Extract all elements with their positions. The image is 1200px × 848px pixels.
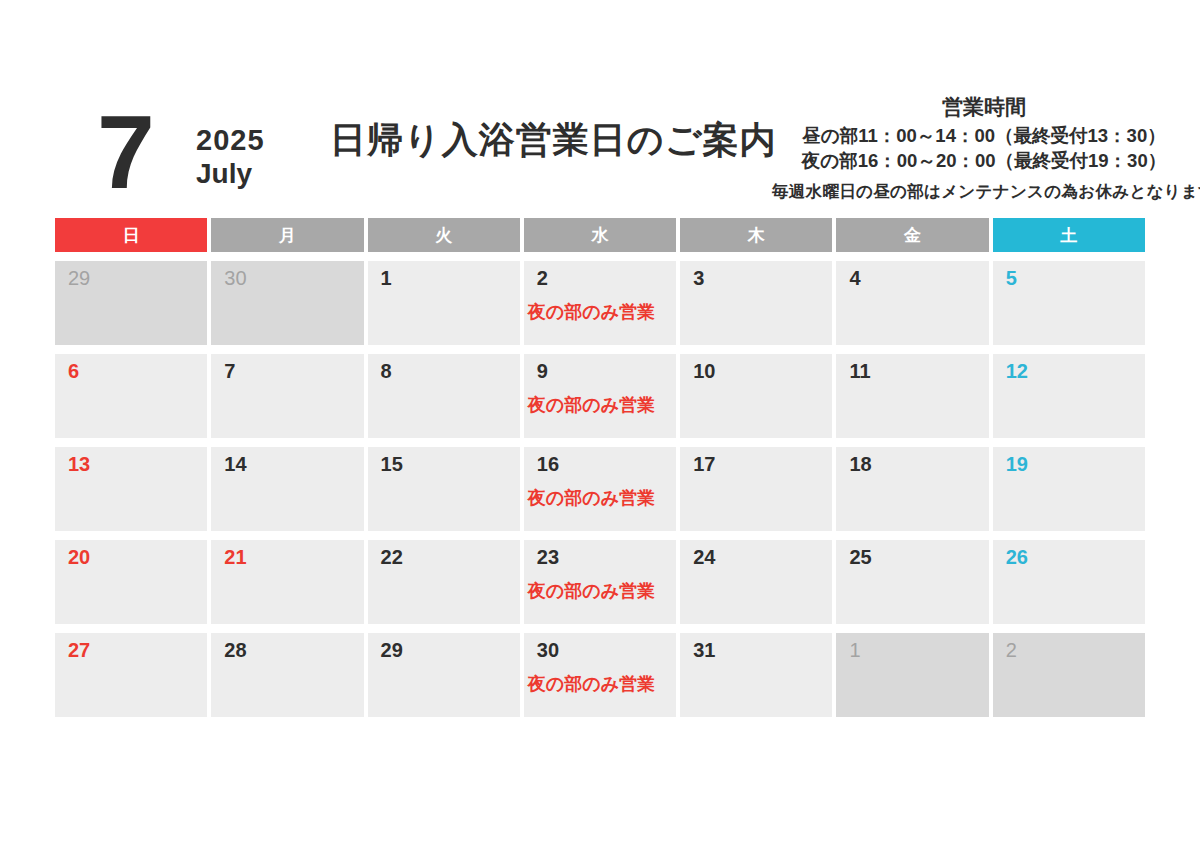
day-number: 2 [537, 266, 672, 290]
day-number: 29 [381, 638, 516, 662]
weekday-header-saturday: 土 [993, 218, 1145, 252]
cell-jun-29: 29 [55, 261, 207, 345]
maintenance-note: 毎週水曜日の昼の部はメンテナンスの為お休みとなります [772, 182, 1196, 200]
page-title: 日帰り入浴営業日のご案内 [330, 116, 777, 165]
cell-jul-9: 9 夜の部のみ営業 [524, 354, 676, 438]
cell-jul-5: 5 [993, 261, 1145, 345]
day-number: 5 [1006, 266, 1141, 290]
cell-jul-2: 2 夜の部のみ営業 [524, 261, 676, 345]
cell-jul-26: 26 [993, 540, 1145, 624]
cell-jul-24: 24 [680, 540, 832, 624]
cell-jul-10: 10 [680, 354, 832, 438]
day-number: 10 [693, 359, 828, 383]
big-month-number: 7 [97, 100, 153, 204]
cell-jul-14: 14 [211, 447, 363, 531]
day-number: 15 [381, 452, 516, 476]
cell-aug-2: 2 [993, 633, 1145, 717]
night-only-note: 夜の部のみ営業 [528, 302, 672, 322]
cell-aug-1: 1 [836, 633, 988, 717]
day-number: 21 [224, 545, 359, 569]
day-number: 22 [381, 545, 516, 569]
night-only-note: 夜の部のみ営業 [528, 395, 672, 415]
day-number: 3 [693, 266, 828, 290]
day-number: 17 [693, 452, 828, 476]
day-number: 13 [68, 452, 203, 476]
cell-jul-30: 30 夜の部のみ営業 [524, 633, 676, 717]
month-name-label: July [196, 158, 252, 190]
cell-jul-16: 16 夜の部のみ営業 [524, 447, 676, 531]
day-number: 6 [68, 359, 203, 383]
cell-jul-1: 1 [368, 261, 520, 345]
cell-jul-22: 22 [368, 540, 520, 624]
business-hours-title: 営業時間 [772, 95, 1196, 119]
day-number: 26 [1006, 545, 1141, 569]
business-hours-day: 昼の部11：00～14：00（最終受付13：30） [772, 123, 1196, 148]
cell-jul-31: 31 [680, 633, 832, 717]
cell-jul-3: 3 [680, 261, 832, 345]
day-number: 20 [68, 545, 203, 569]
cell-jul-15: 15 [368, 447, 520, 531]
day-number: 4 [849, 266, 984, 290]
night-only-note: 夜の部のみ営業 [528, 581, 672, 601]
day-number: 19 [1006, 452, 1141, 476]
cell-jul-28: 28 [211, 633, 363, 717]
day-number: 28 [224, 638, 359, 662]
weekday-header-sunday: 日 [55, 218, 207, 252]
business-hours-night: 夜の部16：00～20：00（最終受付19：30） [772, 148, 1196, 173]
day-number: 25 [849, 545, 984, 569]
cell-jul-27: 27 [55, 633, 207, 717]
calendar-page: 7 2025 July 日帰り入浴営業日のご案内 営業時間 昼の部11：00～1… [0, 0, 1200, 848]
day-number: 24 [693, 545, 828, 569]
cell-jul-8: 8 [368, 354, 520, 438]
day-number: 29 [68, 266, 203, 290]
weekday-header-wednesday: 水 [524, 218, 676, 252]
cell-jul-20: 20 [55, 540, 207, 624]
day-number: 16 [537, 452, 672, 476]
day-number: 9 [537, 359, 672, 383]
calendar-grid: 日 月 火 水 木 金 土 29 30 1 2 夜の部のみ営業 3 4 5 [55, 218, 1145, 717]
cell-jul-25: 25 [836, 540, 988, 624]
day-number: 30 [224, 266, 359, 290]
day-number: 30 [537, 638, 672, 662]
day-number: 18 [849, 452, 984, 476]
cell-jul-29: 29 [368, 633, 520, 717]
night-only-note: 夜の部のみ営業 [528, 674, 672, 694]
cell-jun-30: 30 [211, 261, 363, 345]
day-number: 1 [381, 266, 516, 290]
weekday-header-thursday: 木 [680, 218, 832, 252]
cell-jul-23: 23 夜の部のみ営業 [524, 540, 676, 624]
cell-jul-12: 12 [993, 354, 1145, 438]
weekday-header-friday: 金 [836, 218, 988, 252]
cell-jul-4: 4 [836, 261, 988, 345]
cell-jul-11: 11 [836, 354, 988, 438]
day-number: 7 [224, 359, 359, 383]
day-number: 27 [68, 638, 203, 662]
cell-jul-6: 6 [55, 354, 207, 438]
cell-jul-19: 19 [993, 447, 1145, 531]
night-only-note: 夜の部のみ営業 [528, 488, 672, 508]
day-number: 31 [693, 638, 828, 662]
weekday-header-monday: 月 [211, 218, 363, 252]
cell-jul-21: 21 [211, 540, 363, 624]
day-number: 1 [849, 638, 984, 662]
cell-jul-7: 7 [211, 354, 363, 438]
cell-jul-17: 17 [680, 447, 832, 531]
day-number: 23 [537, 545, 672, 569]
day-number: 8 [381, 359, 516, 383]
day-number: 11 [849, 359, 984, 383]
cell-jul-18: 18 [836, 447, 988, 531]
day-number: 14 [224, 452, 359, 476]
weekday-header-tuesday: 火 [368, 218, 520, 252]
cell-jul-13: 13 [55, 447, 207, 531]
day-number: 12 [1006, 359, 1141, 383]
business-hours-block: 営業時間 昼の部11：00～14：00（最終受付13：30） 夜の部16：00～… [772, 95, 1196, 200]
day-number: 2 [1006, 638, 1141, 662]
year-label: 2025 [196, 124, 265, 157]
